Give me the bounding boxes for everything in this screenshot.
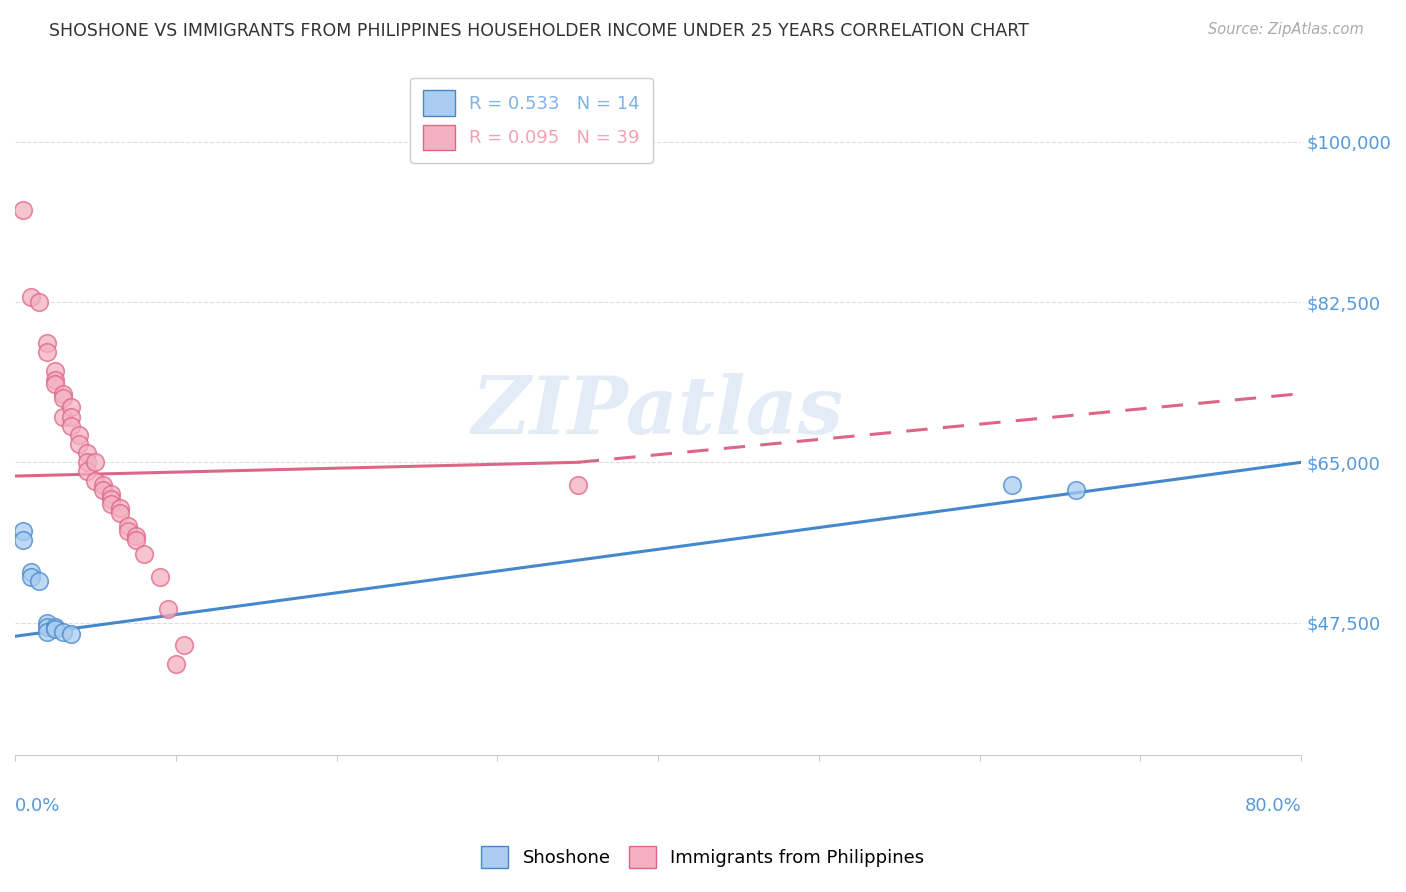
Point	[52, 409, 75, 424]
Point	[76, 455, 98, 469]
Point	[60, 401, 83, 415]
Point	[76, 446, 98, 460]
Point	[60, 627, 83, 641]
Point	[37, 345, 59, 359]
Point	[173, 639, 195, 653]
Point	[1064, 483, 1087, 497]
Point	[20, 290, 42, 304]
Point	[52, 386, 75, 401]
Point	[1001, 478, 1024, 492]
Point	[28, 574, 51, 589]
Text: 80.0%: 80.0%	[1244, 797, 1302, 814]
Point	[100, 496, 122, 510]
Point	[117, 519, 139, 533]
Point	[11, 524, 34, 538]
Point	[156, 602, 179, 616]
Point	[93, 483, 115, 497]
Point	[76, 465, 98, 479]
Legend: R = 0.533   N = 14, R = 0.095   N = 39: R = 0.533 N = 14, R = 0.095 N = 39	[411, 78, 652, 163]
Point	[67, 437, 90, 451]
Point	[100, 487, 122, 501]
Point	[108, 506, 131, 520]
Point	[44, 622, 66, 636]
Point	[44, 620, 66, 634]
Point	[108, 501, 131, 516]
Point	[44, 377, 66, 392]
Point	[149, 570, 172, 584]
Point	[11, 533, 34, 548]
Point	[567, 478, 589, 492]
Text: Source: ZipAtlas.com: Source: ZipAtlas.com	[1208, 22, 1364, 37]
Point	[124, 533, 146, 548]
Point	[60, 418, 83, 433]
Point	[37, 620, 59, 634]
Point	[84, 474, 107, 488]
Point	[44, 364, 66, 378]
Legend: Shoshone, Immigrants from Philippines: Shoshone, Immigrants from Philippines	[471, 835, 935, 879]
Point	[132, 547, 155, 561]
Point	[93, 478, 115, 492]
Text: ZIPatlas: ZIPatlas	[472, 373, 844, 450]
Point	[37, 624, 59, 639]
Text: 0.0%: 0.0%	[15, 797, 60, 814]
Point	[37, 615, 59, 630]
Point	[84, 455, 107, 469]
Text: SHOSHONE VS IMMIGRANTS FROM PHILIPPINES HOUSEHOLDER INCOME UNDER 25 YEARS CORREL: SHOSHONE VS IMMIGRANTS FROM PHILIPPINES …	[49, 22, 1029, 40]
Point	[44, 373, 66, 387]
Point	[60, 409, 83, 424]
Point	[165, 657, 187, 671]
Point	[20, 570, 42, 584]
Point	[28, 295, 51, 310]
Point	[52, 624, 75, 639]
Point	[124, 528, 146, 542]
Point	[67, 427, 90, 442]
Point	[37, 336, 59, 351]
Point	[100, 491, 122, 506]
Point	[11, 203, 34, 218]
Point	[117, 524, 139, 538]
Point	[52, 391, 75, 405]
Point	[20, 565, 42, 579]
